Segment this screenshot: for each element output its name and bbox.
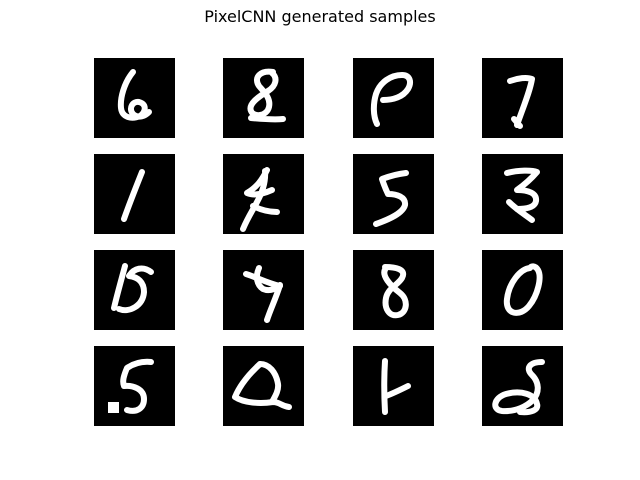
sample-image-r4c4 [482, 346, 563, 426]
sample-image-r1c2 [223, 58, 304, 138]
handwritten-digit-3 [504, 167, 540, 223]
handwritten-digit-7 [507, 74, 535, 129]
sample-image-r2c1 [94, 154, 175, 234]
figure-title: PixelCNN generated samples [204, 7, 436, 26]
handwritten-digit-5 [108, 358, 154, 414]
sample-image-r2c4 [482, 154, 563, 234]
handwritten-digit-4 [240, 167, 280, 232]
handwritten-digit-0 [232, 361, 292, 410]
handwritten-digit-6 [117, 69, 152, 121]
sample-image-r4c1 [94, 346, 175, 426]
handwritten-digit-15 [111, 263, 154, 313]
handwritten-digit-1 [121, 169, 145, 222]
handwritten-digit-8 [492, 359, 545, 416]
sample-image-r1c4 [482, 58, 563, 138]
handwritten-digit-4 [243, 265, 283, 323]
sample-image-r4c3 [353, 346, 434, 426]
sample-image-r3c3 [353, 250, 434, 330]
handwritten-digit-1 [381, 358, 411, 415]
handwritten-digit-0 [503, 263, 543, 316]
sample-image-r2c2 [223, 154, 304, 234]
handwritten-digit-5 [373, 170, 409, 227]
sample-image-r1c3 [353, 58, 434, 138]
sample-image-r2c3 [353, 154, 434, 234]
handwritten-digit-8 [247, 68, 286, 123]
sample-image-r3c4 [482, 250, 563, 330]
handwritten-digit-8 [381, 264, 409, 319]
sample-image-r3c1 [94, 250, 175, 330]
sample-image-r1c1 [94, 58, 175, 138]
handwritten-letter-p [370, 72, 413, 127]
sample-image-r4c2 [223, 346, 304, 426]
sample-image-r3c2 [223, 250, 304, 330]
